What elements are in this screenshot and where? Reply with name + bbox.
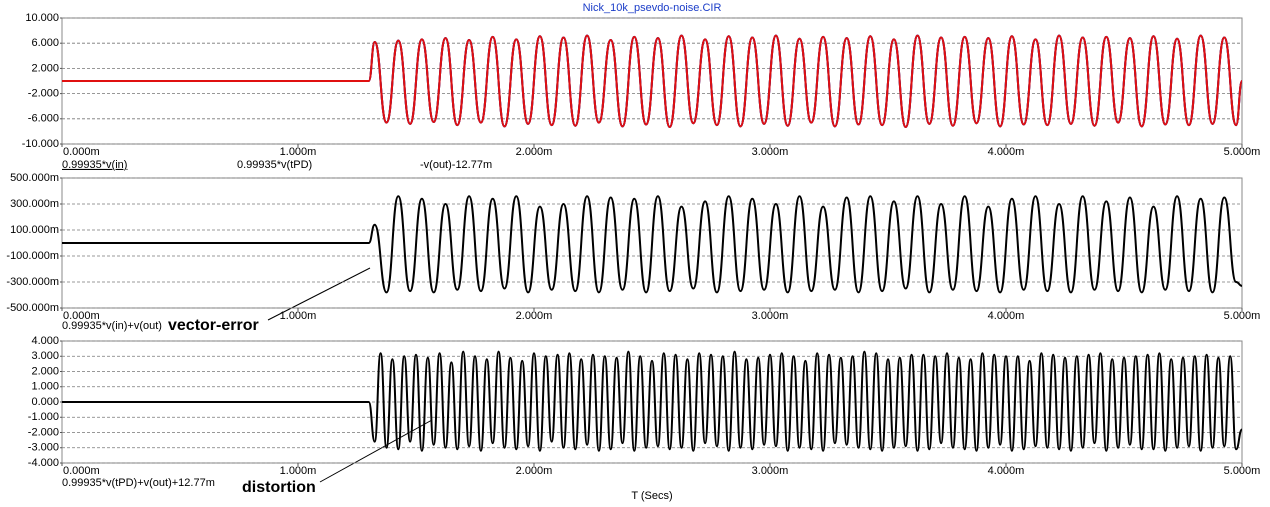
y-tick-label: -500.000m [6, 302, 59, 314]
y-tick-label: 2.000 [31, 62, 59, 74]
y-tick-label: -4.000 [28, 457, 59, 469]
y-tick-label: 6.000 [31, 37, 59, 49]
y-tick-label: -6.000 [28, 113, 59, 125]
y-tick-label: -100.000m [6, 250, 59, 262]
y-tick-label: 500.000m [10, 172, 59, 184]
y-tick-label: -300.000m [6, 276, 59, 288]
x-tick-label: 1.000m [280, 465, 317, 477]
legend-label: 0.99935*v(in)+v(out) [62, 320, 162, 332]
y-tick-label: 300.000m [10, 198, 59, 210]
y-tick-label: 100.000m [10, 224, 59, 236]
x-tick-label: 5.000m [1224, 465, 1261, 477]
legend-label: -v(out)-12.77m [420, 159, 492, 171]
legend-label: 0.99935*v(tPD)+v(out)+12.77m [62, 477, 215, 489]
x-tick-label: 3.000m [752, 310, 789, 322]
legend-label: 0.99935*v(tPD) [237, 159, 312, 171]
x-tick-label: 1.000m [280, 146, 317, 158]
y-tick-label: -3.000 [28, 442, 59, 454]
chart-title: Nick_10k_psevdo-noise.CIR [583, 2, 722, 14]
y-tick-label: -1.000 [28, 411, 59, 423]
legend-label: 0.99935*v(in) [62, 159, 127, 171]
series-line [62, 195, 1243, 294]
annotation: vector-error [168, 317, 259, 334]
y-tick-label: 0.000 [31, 396, 59, 408]
x-tick-label: 0.000m [63, 465, 100, 477]
x-tick-label: 4.000m [988, 146, 1025, 158]
x-tick-label: 2.000m [516, 146, 553, 158]
x-tick-label: 3.000m [752, 146, 789, 158]
x-tick-label: 2.000m [516, 310, 553, 322]
x-tick-label: 3.000m [752, 465, 789, 477]
x-tick-label: 0.000m [63, 146, 100, 158]
y-tick-label: 1.000 [31, 381, 59, 393]
annotation-arrow [267, 267, 371, 321]
series-line [62, 34, 1243, 128]
x-tick-label: 4.000m [988, 310, 1025, 322]
x-tick-label: 4.000m [988, 465, 1025, 477]
y-tick-label: -2.000 [28, 426, 59, 438]
y-tick-label: 2.000 [31, 365, 59, 377]
x-axis-label: T (Secs) [631, 490, 672, 502]
x-tick-label: 5.000m [1224, 310, 1261, 322]
x-tick-label: 1.000m [280, 310, 317, 322]
y-tick-label: 4.000 [31, 335, 59, 347]
series-line [62, 350, 1243, 452]
x-tick-label: 5.000m [1224, 146, 1261, 158]
x-tick-label: 0.000m [63, 310, 100, 322]
annotation: distortion [242, 479, 316, 496]
y-tick-label: 10.000 [25, 12, 59, 24]
y-tick-label: -2.000 [28, 88, 59, 100]
y-tick-label: 3.000 [31, 350, 59, 362]
x-tick-label: 2.000m [516, 465, 553, 477]
annotation-arrow [319, 419, 433, 483]
y-tick-label: -10.000 [22, 138, 59, 150]
